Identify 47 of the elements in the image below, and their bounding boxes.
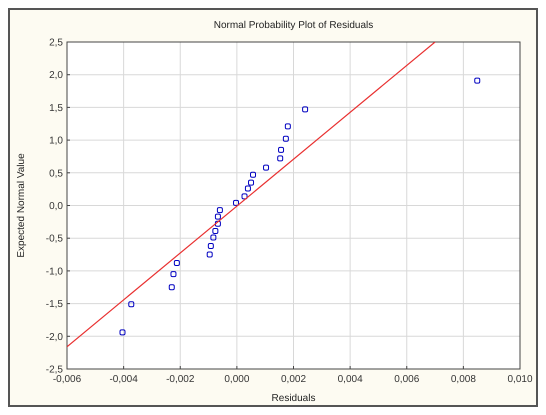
- point: [214, 214, 221, 220]
- x-axis-title: Residuals: [272, 393, 316, 404]
- point: [174, 260, 180, 266]
- y-tick-label: 0,0: [49, 201, 64, 212]
- point: [248, 180, 254, 186]
- x-tick-label: -0,006: [52, 374, 82, 385]
- point: [284, 123, 291, 130]
- point: [210, 234, 216, 241]
- y-tick-label: 2,5: [49, 38, 64, 48]
- point: [170, 271, 176, 278]
- point: [242, 193, 248, 200]
- y-tick-label: -1,0: [46, 266, 64, 278]
- point: [474, 78, 480, 84]
- point: [244, 185, 251, 192]
- x-tick-label: 0,008: [450, 374, 476, 385]
- x-tick-label: 0,006: [394, 374, 420, 385]
- point: [263, 164, 270, 171]
- point: [282, 136, 289, 142]
- y-tick-label: -2,5: [46, 364, 64, 376]
- point: [168, 284, 175, 290]
- point: [214, 220, 221, 227]
- y-tick-label: 2,0: [49, 70, 64, 82]
- x-tick-label: 0,010: [507, 374, 533, 385]
- y-tick-label: 1,0: [49, 136, 64, 147]
- point: [212, 228, 218, 234]
- x-tick-label: 0,004: [338, 374, 364, 385]
- y-tick-label: -2,0: [46, 332, 64, 343]
- point: [216, 207, 223, 214]
- x-tick-label: -0,002: [166, 374, 195, 385]
- y-tick-label: -0,5: [46, 234, 64, 245]
- point: [278, 146, 284, 153]
- x-tick-label: -0,004: [109, 374, 138, 385]
- y-tick-label: -1,5: [46, 299, 64, 310]
- point: [206, 252, 213, 258]
- y-tick-label: 1,5: [49, 102, 64, 114]
- point: [302, 106, 308, 112]
- point: [208, 243, 214, 250]
- point: [233, 200, 240, 206]
- y-axis-title: Expected Normal Value: [16, 152, 27, 258]
- x-tick-label: 0,002: [280, 374, 306, 385]
- point: [277, 155, 284, 162]
- chart-title: Normal Probability Plot of Residuals: [214, 20, 374, 31]
- y-tick-label: 0,5: [49, 168, 64, 180]
- point: [128, 301, 134, 308]
- x-tick-label: 0,000: [224, 374, 250, 385]
- point: [250, 172, 256, 178]
- point: [119, 329, 126, 336]
